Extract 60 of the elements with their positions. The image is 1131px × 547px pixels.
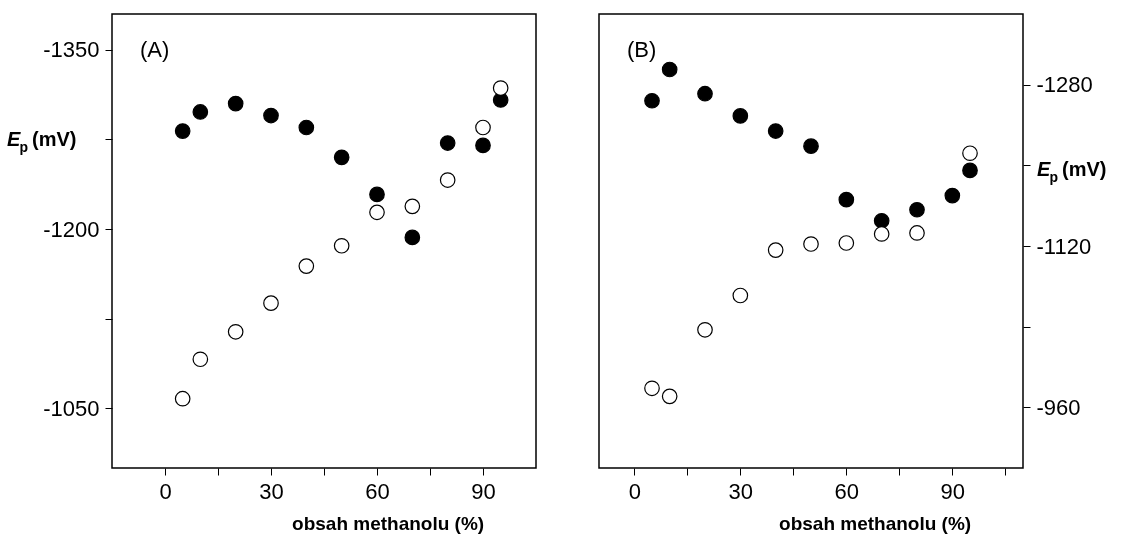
point (838, 191, 855, 208)
y2-tick-label: -1120 (1036, 233, 1092, 259)
point (475, 137, 491, 154)
point (962, 162, 978, 179)
x-tick-label: 30 (728, 478, 754, 504)
point (174, 390, 191, 407)
annotation: (A) (140, 37, 170, 62)
x-tick-label: 0 (159, 478, 172, 504)
point (944, 187, 961, 204)
point (909, 225, 925, 241)
point (192, 351, 209, 368)
point (644, 380, 660, 397)
point (227, 95, 244, 112)
point (661, 388, 678, 405)
point (767, 242, 784, 258)
point (333, 237, 350, 254)
y2-tick-label: -960 (1036, 394, 1081, 420)
x-tick-label: 30 (259, 478, 284, 504)
point (873, 226, 890, 242)
y-tick-label: -1050 (43, 395, 100, 421)
point (192, 104, 209, 120)
point (439, 135, 456, 151)
point (404, 229, 421, 246)
point (369, 186, 385, 203)
point (298, 119, 315, 136)
point (909, 201, 925, 218)
point (732, 108, 749, 124)
x-tick-label: 90 (471, 478, 496, 504)
point (174, 123, 191, 139)
point (661, 61, 678, 78)
point (404, 198, 421, 215)
point (263, 295, 279, 311)
point (263, 107, 279, 124)
point (644, 92, 660, 109)
y2-tick-label: -1280 (1036, 72, 1093, 98)
point (697, 321, 713, 338)
point (227, 323, 244, 340)
point (492, 80, 509, 96)
point (439, 172, 456, 188)
y-tick-label: -1350 (43, 37, 100, 63)
point (962, 145, 978, 162)
x-tick-label: 60 (834, 478, 860, 504)
x-axis-title: obsah methanolu (%) (292, 512, 485, 534)
point (767, 123, 784, 139)
point (333, 149, 350, 166)
x-tick-label: 90 (940, 478, 966, 504)
point (838, 235, 855, 251)
point (803, 138, 819, 154)
x-tick-label: 0 (628, 478, 641, 504)
point (475, 119, 491, 136)
x-axis-title: obsah methanolu (%) (779, 512, 972, 534)
x-tick-label: 60 (365, 478, 390, 504)
y-tick-label: -1200 (43, 216, 100, 242)
annotation: (B) (627, 37, 657, 62)
point (298, 258, 315, 274)
point (697, 85, 713, 102)
point (732, 287, 749, 304)
point (873, 212, 890, 229)
point (369, 204, 385, 221)
point (803, 236, 819, 252)
